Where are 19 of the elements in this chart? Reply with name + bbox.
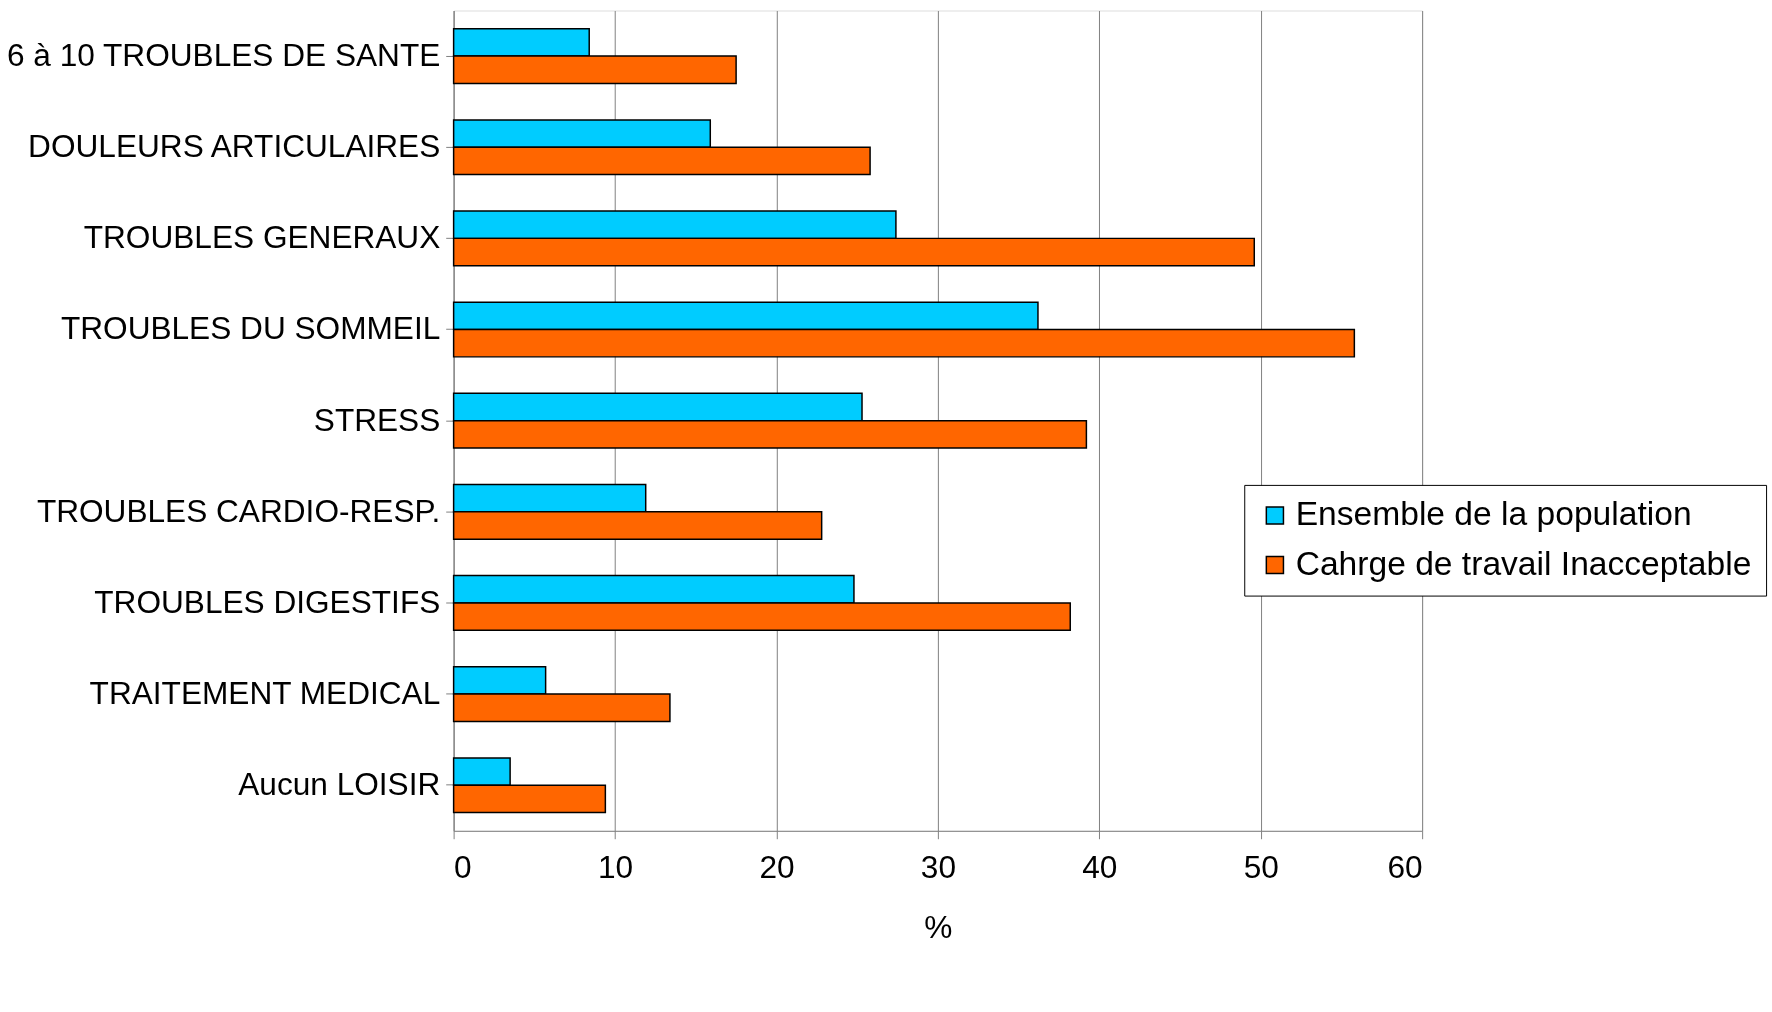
y-tick-label: 6 à 10 TROUBLES DE SANTE	[6, 36, 441, 73]
y-tick-label: TROUBLES DU SOMMEIL	[60, 310, 441, 347]
legend-label: Ensemble de la population	[1295, 495, 1692, 533]
x-axis-title: %	[924, 909, 953, 946]
x-tick-label: 10	[597, 848, 634, 885]
legend-label: Cahrge de travail Inacceptable	[1295, 544, 1752, 582]
y-tick-label: Aucun LOISIR	[238, 766, 441, 803]
x-tick-label: 40	[1082, 848, 1118, 885]
y-tick-label: TROUBLES DIGESTIFS	[94, 583, 441, 620]
y-tick-label: DOULEURS ARTICULAIRES	[28, 128, 441, 165]
y-tick-label: TRAITEMENT MEDICAL	[89, 674, 441, 711]
x-tick-label: 30	[920, 848, 956, 885]
x-tick-label: 50	[1243, 848, 1279, 885]
x-tick-label: 20	[759, 848, 795, 885]
y-tick-label: TROUBLES CARDIO-RESP.	[36, 492, 441, 529]
x-tick-label: 0	[454, 848, 472, 885]
y-tick-label: TROUBLES GENERAUX	[83, 219, 441, 256]
x-tick-label: 60	[1387, 848, 1423, 885]
y-tick-label: STRESS	[313, 401, 441, 438]
